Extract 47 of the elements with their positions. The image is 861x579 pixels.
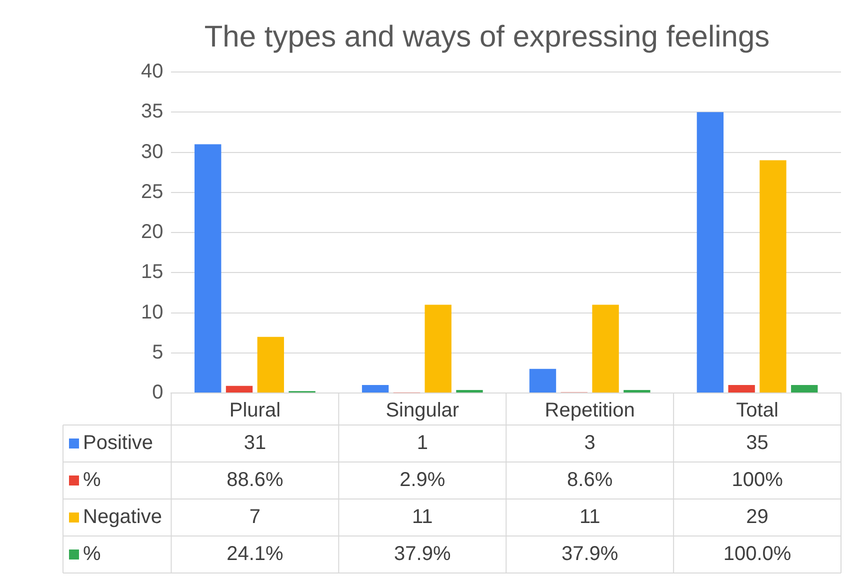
data-label: 3	[584, 432, 596, 454]
bar	[592, 304, 619, 392]
x-tick-label: Total	[736, 400, 778, 422]
bar	[728, 384, 755, 392]
y-tick-label: 20	[140, 221, 164, 244]
x-tick-label: Singular	[386, 400, 460, 422]
legend-label: Positive	[83, 432, 154, 454]
bar	[791, 384, 818, 392]
data-label: 37.9%	[561, 543, 618, 566]
bar	[529, 368, 556, 392]
y-tick-label: 40	[140, 60, 164, 83]
data-label: 8.6%	[567, 469, 613, 492]
data-label: 1	[416, 432, 428, 454]
data-label: 100.0%	[723, 543, 792, 566]
data-label: 2.9%	[400, 469, 446, 492]
bar	[362, 384, 389, 392]
y-tick-label: 35	[140, 100, 164, 123]
bar	[194, 144, 222, 392]
data-label: 11	[412, 506, 433, 528]
x-tick-label: Plural	[229, 400, 281, 422]
y-tick-label: 5	[152, 341, 164, 364]
x-tick-label: Repetition	[544, 400, 635, 422]
legend-label: Negative	[83, 506, 162, 528]
legend-label: %	[83, 469, 101, 492]
bar	[424, 304, 452, 392]
bar	[456, 390, 483, 392]
bar	[696, 112, 724, 392]
y-tick-label: 0	[152, 382, 164, 404]
data-label: 100%	[732, 469, 784, 492]
data-label: 29	[746, 506, 768, 528]
data-label: 11	[579, 506, 600, 528]
bar	[257, 336, 284, 392]
bar	[226, 386, 253, 392]
bar	[624, 390, 650, 392]
y-tick-label: 30	[140, 140, 164, 163]
y-tick-label: 10	[140, 301, 164, 324]
data-label: 37.9%	[394, 543, 451, 566]
data-label: 24.1%	[226, 543, 284, 566]
bar	[760, 160, 786, 392]
data-label: 31	[244, 432, 266, 454]
legend-label: %	[83, 543, 101, 566]
y-tick-label: 25	[140, 180, 164, 203]
data-label: 35	[746, 432, 768, 454]
chart-title: The types and ways of expressing feelings	[204, 20, 770, 54]
data-label: 88.6%	[226, 469, 284, 492]
data-label: 7	[249, 506, 261, 528]
y-tick-label: 15	[140, 261, 164, 284]
